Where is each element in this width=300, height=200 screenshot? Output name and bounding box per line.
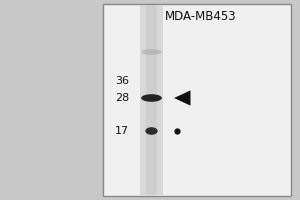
Bar bbox=[140, 5, 163, 195]
Text: 36: 36 bbox=[115, 76, 129, 86]
Bar bbox=[146, 5, 157, 195]
Bar bbox=[103, 4, 291, 196]
Ellipse shape bbox=[141, 49, 162, 55]
Text: 17: 17 bbox=[115, 126, 129, 136]
Text: MDA-MB453: MDA-MB453 bbox=[165, 10, 237, 23]
Ellipse shape bbox=[141, 94, 162, 102]
Ellipse shape bbox=[145, 127, 158, 135]
Polygon shape bbox=[174, 90, 190, 106]
Text: 28: 28 bbox=[115, 93, 129, 103]
